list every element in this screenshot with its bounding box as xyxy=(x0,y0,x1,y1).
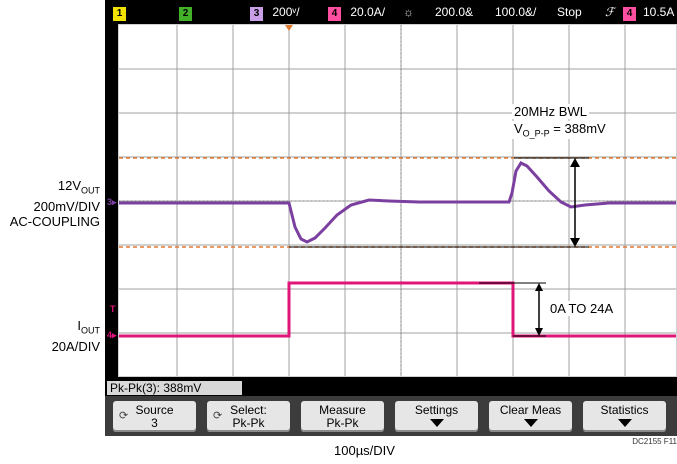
timebase-caption: 100µs/DIV xyxy=(334,443,395,458)
current-label-scale: 20A/DIV xyxy=(51,338,100,354)
trigger-slope-icon: ℱ xyxy=(605,5,615,19)
submenu-arrow-icon xyxy=(617,419,632,427)
channel-4-marker[interactable]: 4▸ xyxy=(107,330,117,340)
bandwidth-limit-annotation: 20MHz BWL xyxy=(512,104,589,119)
measure-softkey-label: Measure xyxy=(319,403,366,417)
waveform-plot xyxy=(119,25,676,376)
trigger-position-icon: ☼ xyxy=(403,5,414,19)
measurement-readout[interactable]: Pk-Pk(3): 388mV xyxy=(107,381,242,395)
current-label-line1: IOUT xyxy=(8,318,100,339)
statistics-softkey[interactable]: Statistics xyxy=(583,401,666,432)
channel-3-marker[interactable]: 3▸ xyxy=(107,197,117,207)
channel-3-badge: 3 xyxy=(250,7,263,21)
step-arrow-up-icon xyxy=(535,283,543,291)
vpp-arrow-down-icon xyxy=(570,238,580,247)
source-softkey[interactable]: ⟳ Source 3 xyxy=(113,401,196,432)
trigger-source-indicator[interactable]: 4 xyxy=(623,5,636,21)
channel-2-indicator[interactable]: 2 xyxy=(179,5,192,21)
measure-softkey[interactable]: Measure Pk-Pk xyxy=(301,401,384,432)
vpp-prefix: V xyxy=(514,121,523,136)
select-softkey-label: Select: xyxy=(230,403,267,417)
select-softkey[interactable]: ⟳ Select: Pk-Pk xyxy=(207,401,290,432)
voltage-label-coupling: AC-COUPLING xyxy=(9,213,100,229)
softkey-bar: ⟳ Source 3 ⟳ Select: Pk-Pk Measure Pk-Pk… xyxy=(105,396,677,436)
status-bar: 1 2 3 200ᵛ/ 4 20.0A/ ☼ 200.0& 100.0&/ St… xyxy=(105,0,677,24)
clear-meas-softkey-label: Clear Meas xyxy=(499,403,562,417)
submenu-arrow-icon xyxy=(523,419,538,427)
step-arrow-down-icon xyxy=(535,328,543,336)
channel-3-indicator[interactable]: 3 200ᵛ/ xyxy=(250,5,300,21)
select-softkey-value: Pk-Pk xyxy=(232,416,265,430)
waveform-screen[interactable] xyxy=(118,24,677,377)
channel-3-scale: 200ᵛ/ xyxy=(272,5,300,19)
voltage-label-scale: 200mV/DIV xyxy=(33,198,100,214)
settings-softkey[interactable]: Settings xyxy=(395,401,478,432)
vpp-arrow-up-icon xyxy=(570,158,580,167)
figure-id: DC2155 F11 xyxy=(632,437,677,446)
submenu-arrow-icon xyxy=(429,419,444,427)
step-annotation: 0A TO 24A xyxy=(548,301,616,316)
channel-4-badge: 4 xyxy=(328,7,341,21)
rotate-knob-icon: ⟳ xyxy=(119,410,129,422)
trigger-time-marker-icon xyxy=(285,25,293,31)
channel-4-scale: 20.0A/ xyxy=(350,5,386,19)
vpp-value: = 388mV xyxy=(549,121,606,136)
channel-1-badge: 1 xyxy=(113,7,126,21)
vpp-sub: O_P-P xyxy=(522,128,550,139)
source-softkey-label: Source xyxy=(135,403,174,417)
measurement-bar: Pk-Pk(3): 388mV xyxy=(105,380,677,396)
rotate-knob-icon: ⟳ xyxy=(213,410,223,422)
vpp-annotation: VO_P-P = 388mV xyxy=(512,121,608,139)
current-label-main: I xyxy=(77,318,81,333)
current-label-sub: OUT xyxy=(81,325,100,336)
measure-softkey-value: Pk-Pk xyxy=(326,416,359,430)
trigger-channel-badge: 4 xyxy=(623,7,636,21)
voltage-channel-label: 12VOUT 200mV/DIV AC-COUPLING xyxy=(8,178,100,229)
timebase-readout[interactable]: 200.0& xyxy=(435,5,474,19)
trigger-level-marker-label: T xyxy=(110,304,116,314)
trigger-level-marker[interactable]: T xyxy=(110,304,116,314)
source-softkey-value: 3 xyxy=(151,416,158,430)
voltage-label-line1: 12VOUT xyxy=(8,178,100,199)
clear-meas-softkey[interactable]: Clear Meas xyxy=(489,401,572,432)
current-channel-label: IOUT 20A/DIV xyxy=(8,318,100,354)
trigger-level[interactable]: 10.5A xyxy=(643,5,675,19)
channel-3-waveform xyxy=(119,161,676,244)
delay-readout[interactable]: 100.0&/ xyxy=(495,5,537,19)
settings-softkey-label: Settings xyxy=(414,403,459,417)
channel-3-marker-label: 3 xyxy=(107,197,113,207)
voltage-label-main: 12V xyxy=(57,178,81,193)
run-state[interactable]: Stop xyxy=(557,5,582,19)
channel-4-indicator[interactable]: 4 20.0A/ xyxy=(328,5,385,21)
channel-1-indicator[interactable]: 1 xyxy=(113,5,126,21)
channel-4-marker-label: 4 xyxy=(107,330,113,340)
voltage-label-sub: OUT xyxy=(81,185,100,196)
statistics-softkey-label: Statistics xyxy=(600,403,649,417)
channel-2-badge: 2 xyxy=(179,7,192,21)
